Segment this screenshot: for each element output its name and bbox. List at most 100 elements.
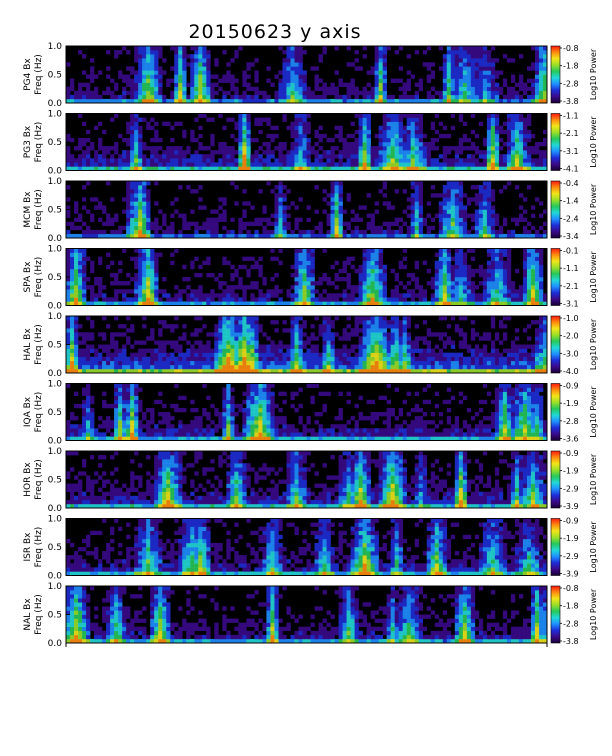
colorbar-tick-label: -2.9 (563, 484, 579, 493)
colorbar-tick-label: -1.4 (563, 197, 579, 206)
y-axis-label: PG4 BxFreq (Hz) (23, 54, 44, 95)
spectrogram-cells (66, 518, 548, 576)
y-tick-label: 0.5 (48, 611, 62, 621)
y-tick-label: 0.0 (48, 437, 63, 447)
spectrogram-panels: 0.0 0.5 1.0 PG4 BxFreq (Hz) -0.8 -1.8 -2.8 -3.8… (23, 42, 598, 649)
colorbar (550, 585, 561, 644)
colorbar (550, 248, 561, 306)
colorbar-tick-label: -2.9 (563, 552, 579, 561)
colorbar-tick-label: -3.8 (563, 637, 579, 646)
colorbar-label: Log10 Power (589, 588, 598, 640)
y-tick-label: 0.0 (48, 504, 63, 514)
colorbar-tick-label: -3.4 (563, 232, 579, 241)
y-axis-label: HAL BxFreq (Hz) (23, 324, 44, 365)
panel-pg3: 0.0 0.5 1.0 PG3 BxFreq (Hz) -1.1 -2.1 -3.1 -4.1… (23, 110, 598, 177)
panel-spa: 0.0 0.5 1.0 SPA BxFreq (Hz) -0.1 -1.1 -2.1 -3.1… (23, 245, 598, 312)
colorbar-label: Log10 Power (589, 453, 598, 505)
y-tick-label: 0.0 (48, 167, 63, 177)
spectrogram-cells (66, 248, 548, 306)
colorbar (550, 450, 561, 509)
colorbar (550, 180, 561, 239)
colorbar-tick-label: -2.1 (563, 282, 579, 291)
y-tick-label: 1.0 (48, 447, 63, 457)
colorbar (550, 113, 561, 171)
colorbar-tick-label: -2.8 (563, 79, 579, 88)
colorbar-tick-label: -0.8 (563, 44, 579, 53)
y-tick-label: 1.0 (48, 110, 63, 120)
colorbar-tick-label: -0.9 (563, 382, 579, 391)
colorbar-tick-label: -2.8 (563, 417, 579, 426)
y-tick-label: 0.5 (48, 71, 62, 81)
colorbar-tick-label: -1.1 (563, 112, 579, 121)
colorbar-tick-label: -3.1 (563, 147, 579, 156)
colorbar-tick-label: -2.0 (563, 332, 579, 341)
colorbar-label: Log10 Power (589, 521, 598, 573)
colorbar-tick-label: -0.8 (563, 584, 579, 593)
colorbar-label: Log10 Power (589, 318, 598, 370)
colorbar-tick-label: -0.9 (563, 449, 579, 458)
colorbar-label: Log10 Power (589, 116, 598, 168)
colorbar-tick-label: -3.6 (563, 435, 579, 444)
y-axis-label: MCM BxFreq (Hz) (23, 189, 44, 230)
colorbar-tick-label: -4.1 (563, 165, 579, 174)
y-axis-label: PG3 BxFreq (Hz) (23, 122, 44, 163)
panel-nal: 0.0 0.5 1.0 NAL BxFreq (Hz) -0.8 -1.8 -2.8 -3.8… (23, 582, 598, 649)
y-tick-label: 0.5 (48, 341, 62, 351)
spectrogram-cells (66, 383, 548, 441)
y-tick-label: 1.0 (48, 177, 63, 187)
y-tick-label: 1.0 (48, 380, 63, 390)
y-axis-label: HOR BxFreq (Hz) (23, 459, 44, 500)
spectrogram-cells (66, 181, 548, 239)
panel-mcm: 0.0 0.5 1.0 MCM BxFreq (Hz) -0.4 -1.4 -2.4 -3.4… (23, 177, 598, 244)
y-axis-label: NAL BxFreq (Hz) (23, 594, 44, 635)
panel-iqa: 0.0 0.5 1.0 IQA BxFreq (Hz) -0.9 -1.9 -2.8 -3.6… (23, 380, 598, 447)
spectrogram-cells (66, 316, 548, 374)
figure-title: 20150623 y axis (188, 21, 361, 43)
y-tick-label: 0.0 (48, 302, 63, 312)
y-axis-label: IQA BxFreq (Hz) (23, 392, 44, 433)
spectrogram-cells (66, 586, 548, 644)
y-tick-label: 0.5 (48, 138, 62, 148)
colorbar-tick-label: -1.1 (563, 264, 579, 273)
colorbar (550, 383, 561, 441)
spectrogram-cells (66, 451, 548, 509)
colorbar-label: Log10 Power (589, 48, 598, 100)
y-tick-label: 0.0 (48, 234, 63, 244)
y-tick-label: 1.0 (48, 515, 63, 525)
colorbar-tick-label: -0.1 (563, 247, 579, 256)
colorbar-tick-label: -3.1 (563, 300, 579, 309)
y-tick-label: 0.5 (48, 408, 62, 418)
y-tick-label: 0.5 (48, 206, 62, 216)
y-tick-label: 0.5 (48, 273, 62, 283)
colorbar-tick-label: -1.9 (563, 467, 579, 476)
y-tick-label: 0.0 (48, 572, 63, 582)
colorbar-tick-label: -3.9 (563, 502, 579, 511)
spectrogram-cells (66, 113, 548, 171)
colorbar-tick-label: -4.0 (563, 367, 579, 376)
colorbar-tick-label: -0.4 (563, 179, 579, 188)
colorbar (550, 518, 561, 576)
colorbar-tick-label: -0.9 (563, 517, 579, 526)
colorbar-tick-label: -1.8 (563, 602, 579, 611)
y-axis-label: ISR BxFreq (Hz) (23, 527, 44, 568)
colorbar-tick-label: -3.0 (563, 349, 579, 358)
colorbar-label: Log10 Power (589, 386, 598, 438)
y-tick-label: 0.0 (48, 99, 63, 109)
y-tick-label: 0.0 (48, 369, 63, 379)
y-tick-label: 0.5 (48, 476, 62, 486)
colorbar-tick-label: -1.0 (563, 314, 579, 323)
colorbar-tick-label: -1.9 (563, 399, 579, 408)
panel-pg4: 0.0 0.5 1.0 PG4 BxFreq (Hz) -0.8 -1.8 -2.8 -3.8… (23, 42, 598, 109)
y-tick-label: 1.0 (48, 42, 63, 52)
colorbar-tick-label: -2.4 (563, 214, 579, 223)
y-tick-label: 1.0 (48, 582, 63, 592)
panel-isr: 0.0 0.5 1.0 ISR BxFreq (Hz) -0.9 -1.9 -2.9 -3.9… (23, 515, 598, 582)
colorbar-tick-label: -1.8 (563, 62, 579, 71)
colorbar-tick-label: -1.9 (563, 534, 579, 543)
colorbar-tick-label: -2.1 (563, 129, 579, 138)
colorbar-label: Log10 Power (589, 251, 598, 303)
colorbar (550, 315, 561, 374)
colorbar-tick-label: -3.8 (563, 97, 579, 106)
panel-hor: 0.0 0.5 1.0 HOR BxFreq (Hz) -0.9 -1.9 -2.9 -3.9… (23, 447, 598, 514)
